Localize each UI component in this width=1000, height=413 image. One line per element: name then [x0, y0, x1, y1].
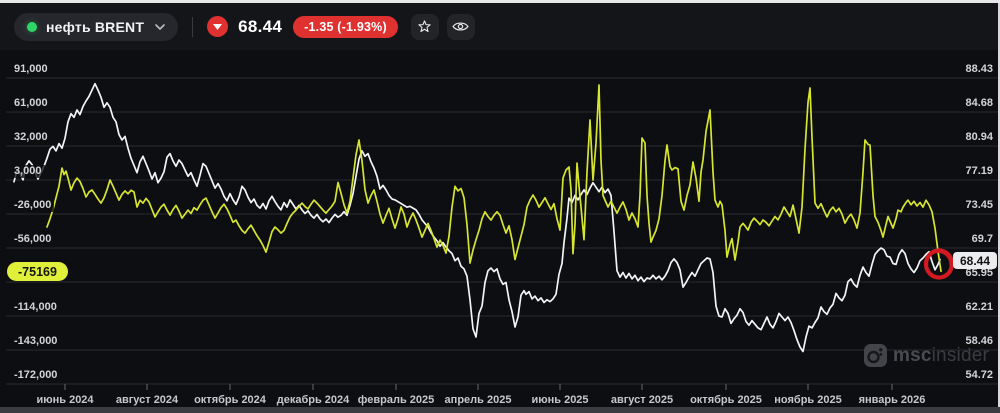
x-axis-tick-label: апрель 2025 — [444, 394, 512, 406]
watermark: mscinsider — [863, 343, 989, 368]
star-icon — [418, 20, 431, 33]
x-axis-tick-label: июнь 2024 — [36, 394, 94, 406]
x-axis-tick-label: ноябрь 2025 — [774, 394, 842, 406]
right-axis-tick-label: 77.19 — [962, 165, 996, 178]
instrument-label: нефть BRENT — [46, 18, 145, 35]
left-axis-tick-label: 3,000 — [11, 165, 45, 178]
mscinsider-logo-icon — [864, 344, 887, 367]
window-right-edge — [998, 3, 1000, 407]
left-axis-tick-label: 32,000 — [11, 131, 51, 144]
left-axis-tick-label: 91,000 — [11, 63, 51, 76]
series-last-value-badge: -75169 — [7, 262, 68, 281]
favorite-button[interactable] — [410, 13, 439, 40]
toolbar: нефть BRENT 68.44 -1.35 (-1.93%) — [0, 3, 1000, 50]
chevron-down-icon — [155, 23, 165, 30]
right-axis-tick-label: 69.7 — [968, 233, 996, 246]
right-axis-tick-label: 62.21 — [962, 301, 996, 314]
window-bottom-edge — [0, 407, 1000, 413]
right-axis-tick-label: 84.68 — [962, 97, 996, 110]
left-axis-tick-label: 61,000 — [11, 97, 51, 110]
left-axis-tick-label: -114,000 — [11, 301, 60, 314]
left-axis-tick-label: -56,000 — [11, 233, 55, 246]
watermark-text: mscinsider — [893, 344, 990, 366]
right-axis-tick-label: 58.46 — [962, 335, 996, 348]
left-axis-tick-label: -143,000 — [11, 335, 61, 348]
window-top-edge — [0, 0, 1000, 3]
chart-area[interactable]: mscinsider -75169 68.44 91,000 61,000 32,0… — [0, 50, 1000, 407]
x-axis-tick-label: август 2024 — [115, 394, 179, 406]
right-axis-tick-label: 65.95 — [962, 267, 996, 280]
x-axis-tick-label: декабрь 2024 — [276, 394, 350, 406]
instrument-selector[interactable]: нефть BRENT — [14, 12, 179, 41]
x-axis-tick-label: февраль 2025 — [357, 394, 435, 406]
x-axis-tick-label: октябрь 2025 — [690, 394, 762, 406]
x-axis-tick-label: июнь 2025 — [531, 394, 589, 406]
right-axis-tick-label: 73.45 — [962, 199, 996, 212]
change-badge: -1.35 (-1.93%) — [293, 15, 398, 38]
x-axis-tick-label: октябрь 2024 — [194, 394, 266, 406]
price-down-icon — [207, 16, 229, 37]
last-price-badge: 68.44 — [952, 252, 997, 269]
eye-icon — [452, 22, 470, 31]
status-dot-icon — [27, 21, 37, 32]
right-axis-tick-label: 80.94 — [962, 131, 996, 144]
watch-button[interactable] — [446, 13, 475, 40]
x-axis-tick-label: январь 2026 — [858, 394, 926, 406]
left-axis-tick-label: -26,000 — [11, 199, 55, 212]
x-axis-tick-label: август 2025 — [610, 394, 674, 406]
right-axis-tick-label: 88.43 — [962, 63, 996, 76]
right-axis-tick-label: 54.72 — [962, 369, 996, 382]
left-axis-tick-label: -172,000 — [11, 369, 61, 382]
current-price: 68.44 — [238, 16, 283, 36]
toolbar-divider — [192, 16, 194, 37]
